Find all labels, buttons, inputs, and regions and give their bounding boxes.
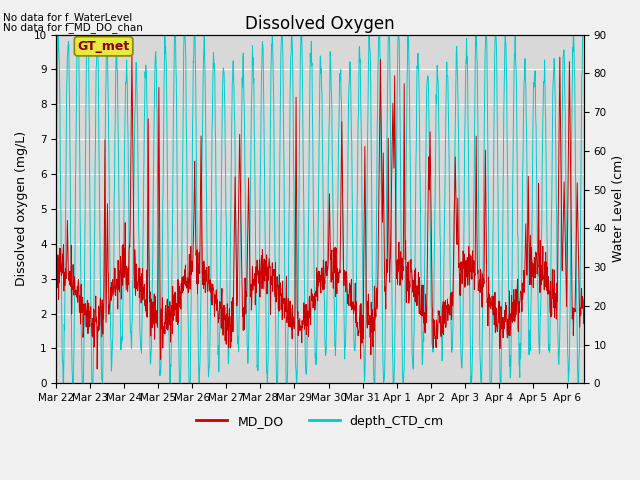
Y-axis label: Water Level (cm): Water Level (cm): [612, 156, 625, 263]
Legend: MD_DO, depth_CTD_cm: MD_DO, depth_CTD_cm: [191, 410, 449, 433]
Text: GT_met: GT_met: [77, 40, 130, 53]
Title: Dissolved Oxygen: Dissolved Oxygen: [245, 15, 395, 33]
Text: No data for f_MD_DO_chan: No data for f_MD_DO_chan: [3, 22, 143, 33]
Text: No data for f_WaterLevel: No data for f_WaterLevel: [3, 12, 132, 23]
Y-axis label: Dissolved oxygen (mg/L): Dissolved oxygen (mg/L): [15, 132, 28, 287]
